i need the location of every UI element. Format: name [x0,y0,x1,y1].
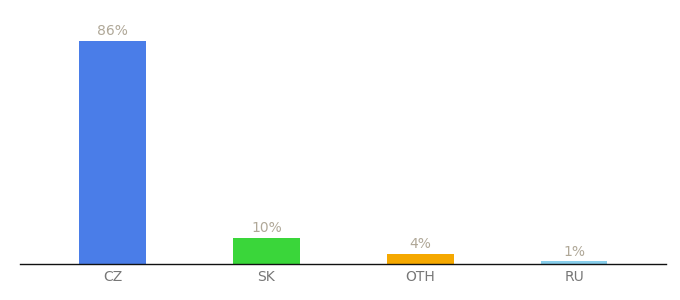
Text: 10%: 10% [251,221,282,236]
Text: 86%: 86% [97,24,128,38]
Bar [541,261,607,264]
Bar [80,41,146,264]
Text: 4%: 4% [409,237,431,251]
Bar [233,238,300,264]
Bar [387,254,454,264]
Text: 1%: 1% [563,245,585,259]
